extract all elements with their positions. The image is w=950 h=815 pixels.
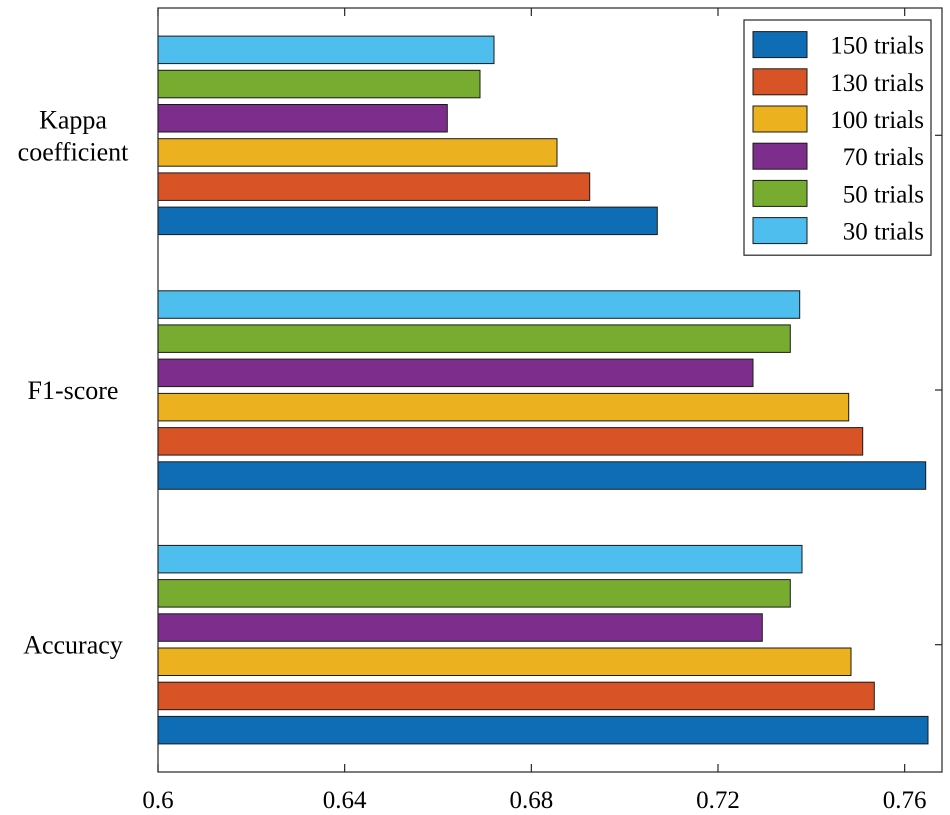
category-label-kappa-coefficient: Kappa coefficient <box>18 105 129 166</box>
x-tick-label: 0.68 <box>509 787 553 814</box>
legend-swatch-50-trials <box>752 179 808 207</box>
legend-swatch-150-trials <box>752 31 808 59</box>
bar-kappa-coefficient-130-trials <box>157 172 591 201</box>
legend-box <box>743 19 932 256</box>
category-label-accuracy: Accuracy <box>23 631 123 660</box>
legend-swatch-100-trials <box>752 105 808 133</box>
bar-kappa-coefficient-100-trials <box>157 138 558 167</box>
bar-f1-score-50-trials <box>157 324 791 353</box>
x-ticks-group: 0.6 0.64 0.68 0.72 0.76 <box>142 8 927 814</box>
bar-accuracy-150-trials <box>157 715 929 745</box>
x-tick-label: 0.6 <box>142 787 173 814</box>
bar-f1-score-100-trials <box>157 392 850 422</box>
bar-f1-score-150-trials <box>157 461 927 490</box>
legend-swatch-70-trials <box>752 142 808 170</box>
legend-label-30-trials: 30 trials <box>843 219 924 246</box>
legend-label-70-trials: 70 trials <box>843 144 924 171</box>
bar-kappa-coefficient-50-trials <box>157 69 481 99</box>
category-labels-group: Accuracy F1-score Kappa coefficient <box>18 105 942 660</box>
bar-f1-score-70-trials <box>157 358 754 388</box>
legend-label-150-trials: 150 trials <box>830 33 924 60</box>
legend-label-130-trials: 130 trials <box>830 70 924 97</box>
x-tick-label: 0.76 <box>883 787 927 814</box>
bar-accuracy-70-trials <box>157 613 763 642</box>
legend-swatch-130-trials <box>752 68 808 96</box>
legend-label-50-trials: 50 trials <box>843 181 924 208</box>
legend: 150 trials 130 trials 100 trials 70 trials 5… <box>743 19 932 256</box>
bar-kappa-coefficient-30-trials <box>157 35 495 65</box>
x-tick-label: 0.64 <box>323 787 367 814</box>
legend-swatch-30-trials <box>752 217 808 245</box>
bar-kappa-coefficient-150-trials <box>157 206 658 236</box>
bar-accuracy-130-trials <box>157 681 875 711</box>
bars-group <box>157 35 929 745</box>
bar-kappa-coefficient-70-trials <box>157 104 448 133</box>
bar-f1-score-130-trials <box>157 427 864 456</box>
x-tick-label: 0.72 <box>696 787 740 814</box>
legend-label-100-trials: 100 trials <box>830 107 924 134</box>
category-label-f1-score: F1-score <box>28 376 119 405</box>
bar-accuracy-100-trials <box>157 647 852 676</box>
bar-accuracy-50-trials <box>157 579 791 608</box>
bar-accuracy-30-trials <box>157 544 803 574</box>
bar-f1-score-30-trials <box>157 290 801 319</box>
